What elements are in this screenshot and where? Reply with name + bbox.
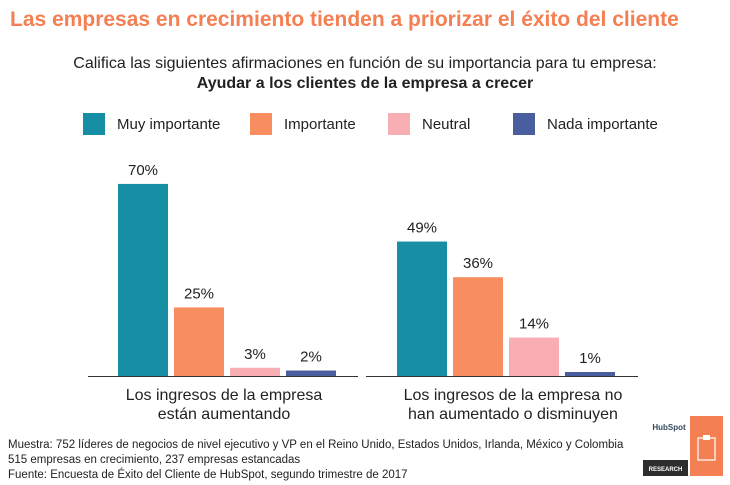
bar-importante-group-1 [174,307,224,376]
legend-label-neutral: Neutral [422,115,471,133]
category-label-1-line-2: están aumentando [158,406,291,423]
logo-accent-block [690,416,723,476]
legend-item-neutral: Neutral [388,113,470,135]
logo-label: RESEARCH [649,467,683,473]
legend-label-importante: Importante [284,115,356,133]
logo-brand: HubSpot [652,423,686,432]
hubspot-research-logo: HubSpot RESEARCH [643,416,723,476]
footer-breakdown: 515 empresas en crecimiento, 237 empresa… [8,454,301,466]
logo-label-bg [643,460,688,476]
bar-nada-importante-group-2 [565,372,615,376]
data-label-importante-group-1: 25% [184,285,214,302]
footer-sample: Muestra: 752 líderes de negocios de nive… [8,439,624,451]
legend-item-nada-importante: Nada importante [513,113,658,135]
bar-importante-group-2 [453,277,503,376]
bar-nada-importante-group-1 [286,370,336,376]
subtitle-statement: Ayudar a los clientes de la empresa a cr… [196,75,534,92]
subtitle-question: Califica las siguientes afirmaciones en … [73,55,657,72]
legend-swatch-muy-importante [83,113,105,135]
legend-swatch-importante [250,113,272,135]
data-label-muy-importante-group-1: 70% [128,162,158,179]
data-label-nada-importante-group-2: 1% [579,350,601,367]
bar-muy-importante-group-2 [397,241,447,376]
legend-label-muy-importante: Muy importante [117,115,221,133]
legend-label-nada-importante: Nada importante [547,115,658,133]
footer-source: Fuente: Encuesta de Éxito del Cliente de… [8,469,408,481]
legend-item-importante: Importante [250,113,356,135]
data-label-neutral-group-2: 14% [519,316,549,333]
bar-neutral-group-1 [230,367,280,376]
legend-swatch-neutral [388,113,410,135]
bar-neutral-group-2 [509,337,559,376]
data-label-nada-importante-group-1: 2% [300,349,322,366]
legend-item-muy-importante: Muy importante [83,113,220,135]
data-label-muy-importante-group-2: 49% [407,220,437,237]
legend: Muy importante Importante Neutral Nada i… [0,113,730,135]
chart-title: Las empresas en crecimiento tienden a pr… [10,8,679,31]
legend-swatch-nada-importante [513,113,535,135]
bar-chart: 70% 25% 3% 2% Los ingresos de la empresa está… [88,162,638,423]
chart-subtitle: Califica las siguientes afirmaciones en … [0,54,730,94]
category-label-2-line-1: Los ingresos de la empresa no [404,387,623,404]
bar-muy-importante-group-1 [118,183,168,376]
chart-footer: Muestra: 752 líderes de negocios de nive… [8,438,638,483]
data-label-neutral-group-1: 3% [244,346,266,363]
data-label-importante-group-2: 36% [463,255,493,272]
clipboard-clip-icon [703,435,710,440]
category-label-2-line-2: han aumentado o disminuyen [408,406,618,423]
category-label-1-line-1: Los ingresos de la empresa [126,387,323,404]
